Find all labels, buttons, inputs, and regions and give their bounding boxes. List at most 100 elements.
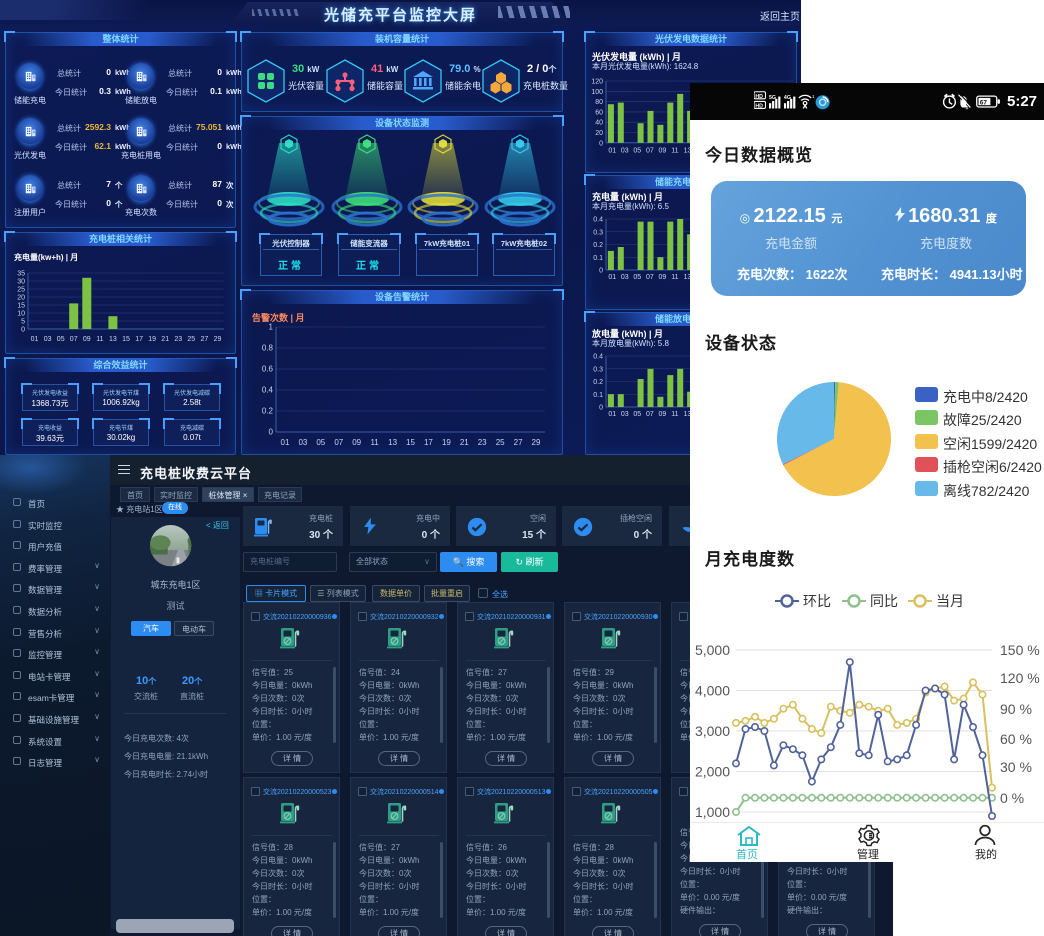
svg-text:20: 20 <box>595 130 603 137</box>
svg-text:0.4: 0.4 <box>262 386 274 395</box>
svg-text:17: 17 <box>135 336 143 343</box>
svg-text:20: 20 <box>17 295 25 302</box>
svg-text:HD: HD <box>755 94 763 100</box>
svg-text:4,000: 4,000 <box>695 683 730 699</box>
svg-text:23: 23 <box>174 336 182 343</box>
svg-text:27: 27 <box>201 336 209 343</box>
svg-text:0.6: 0.6 <box>262 365 274 374</box>
svg-text:09: 09 <box>83 336 91 343</box>
svg-text:0.2: 0.2 <box>593 242 603 249</box>
svg-text:当月: 当月 <box>936 593 964 609</box>
svg-text:11: 11 <box>370 438 379 447</box>
svg-text:0.1: 0.1 <box>593 392 603 399</box>
svg-text:3,000: 3,000 <box>695 723 730 739</box>
svg-text:13: 13 <box>684 148 692 155</box>
svg-text:25: 25 <box>187 336 195 343</box>
svg-text:25: 25 <box>496 438 505 447</box>
svg-text:同比: 同比 <box>870 593 898 609</box>
svg-text:0.2: 0.2 <box>262 407 274 416</box>
svg-text:09: 09 <box>352 438 361 447</box>
svg-text:0.3: 0.3 <box>593 366 603 373</box>
svg-text:0.8: 0.8 <box>262 344 274 353</box>
svg-text:19: 19 <box>442 438 451 447</box>
svg-text:35: 35 <box>17 271 25 278</box>
svg-text:2,000: 2,000 <box>695 764 730 780</box>
svg-text:03: 03 <box>621 274 629 281</box>
svg-text:0.1: 0.1 <box>593 255 603 262</box>
svg-text:13: 13 <box>388 438 397 447</box>
svg-text:1: 1 <box>269 323 274 332</box>
svg-text:21: 21 <box>460 438 469 447</box>
svg-text:07: 07 <box>334 438 343 447</box>
svg-text:90 %: 90 % <box>1000 701 1032 717</box>
svg-text:0: 0 <box>599 140 603 147</box>
svg-text:120: 120 <box>591 79 603 86</box>
svg-text:80: 80 <box>595 99 603 106</box>
svg-text:13: 13 <box>684 274 692 281</box>
svg-text:0.4: 0.4 <box>593 354 603 361</box>
svg-text:21: 21 <box>161 336 169 343</box>
svg-text:环比: 环比 <box>803 593 831 609</box>
svg-text:0 %: 0 % <box>1000 790 1024 806</box>
svg-text:07: 07 <box>646 274 654 281</box>
svg-text:0: 0 <box>599 405 603 412</box>
svg-text:07: 07 <box>646 411 654 418</box>
svg-text:05: 05 <box>57 336 65 343</box>
svg-text:5,000: 5,000 <box>695 642 730 658</box>
svg-text:13: 13 <box>684 411 692 418</box>
svg-text:03: 03 <box>298 438 307 447</box>
svg-text:05: 05 <box>633 411 641 418</box>
svg-text:4G: 4G <box>784 95 791 101</box>
svg-text:15: 15 <box>17 303 25 310</box>
svg-text:05: 05 <box>633 274 641 281</box>
svg-text:07: 07 <box>646 148 654 155</box>
svg-text:0.2: 0.2 <box>593 379 603 386</box>
svg-text:01: 01 <box>31 336 39 343</box>
svg-text:05: 05 <box>633 148 641 155</box>
svg-text:40: 40 <box>595 120 603 127</box>
svg-text:11: 11 <box>671 148 678 155</box>
svg-text:11: 11 <box>96 336 103 343</box>
svg-text:25: 25 <box>17 287 25 294</box>
svg-text:17: 17 <box>424 438 433 447</box>
svg-text:03: 03 <box>621 148 629 155</box>
svg-text:01: 01 <box>281 438 290 447</box>
svg-text:100: 100 <box>591 89 603 96</box>
svg-text:0.4: 0.4 <box>593 217 603 224</box>
svg-text:1,000: 1,000 <box>695 804 730 820</box>
svg-text:05: 05 <box>316 438 325 447</box>
svg-text:11: 11 <box>671 411 678 418</box>
svg-text:27: 27 <box>514 438 523 447</box>
svg-text:60 %: 60 % <box>1000 731 1032 747</box>
svg-text:01: 01 <box>608 148 616 155</box>
svg-text:29: 29 <box>532 438 541 447</box>
svg-text:01: 01 <box>608 274 616 281</box>
svg-text:0: 0 <box>269 428 274 437</box>
svg-text:09: 09 <box>659 274 667 281</box>
svg-text:5G: 5G <box>769 95 776 101</box>
svg-text:5: 5 <box>21 319 25 326</box>
svg-text:03: 03 <box>621 411 629 418</box>
svg-text:19: 19 <box>148 336 156 343</box>
svg-text:11: 11 <box>671 274 678 281</box>
svg-text:15: 15 <box>122 336 130 343</box>
svg-text:07: 07 <box>70 336 78 343</box>
svg-text:0: 0 <box>599 268 603 275</box>
svg-text:1: 1 <box>812 94 815 99</box>
svg-text:01: 01 <box>608 411 616 418</box>
svg-text:60: 60 <box>595 109 603 116</box>
svg-text:0: 0 <box>21 327 25 334</box>
svg-text:10: 10 <box>17 311 25 318</box>
svg-text:67: 67 <box>980 99 988 106</box>
svg-text:120 %: 120 % <box>1000 670 1040 686</box>
svg-text:30 %: 30 % <box>1000 759 1032 775</box>
svg-text:13: 13 <box>109 336 117 343</box>
svg-text:0.3: 0.3 <box>593 229 603 236</box>
svg-text:30: 30 <box>17 279 25 286</box>
svg-text:29: 29 <box>214 336 222 343</box>
svg-text:09: 09 <box>659 411 667 418</box>
svg-text:HD: HD <box>755 104 763 110</box>
svg-text:09: 09 <box>659 148 667 155</box>
svg-text:23: 23 <box>478 438 487 447</box>
svg-text:15: 15 <box>406 438 415 447</box>
